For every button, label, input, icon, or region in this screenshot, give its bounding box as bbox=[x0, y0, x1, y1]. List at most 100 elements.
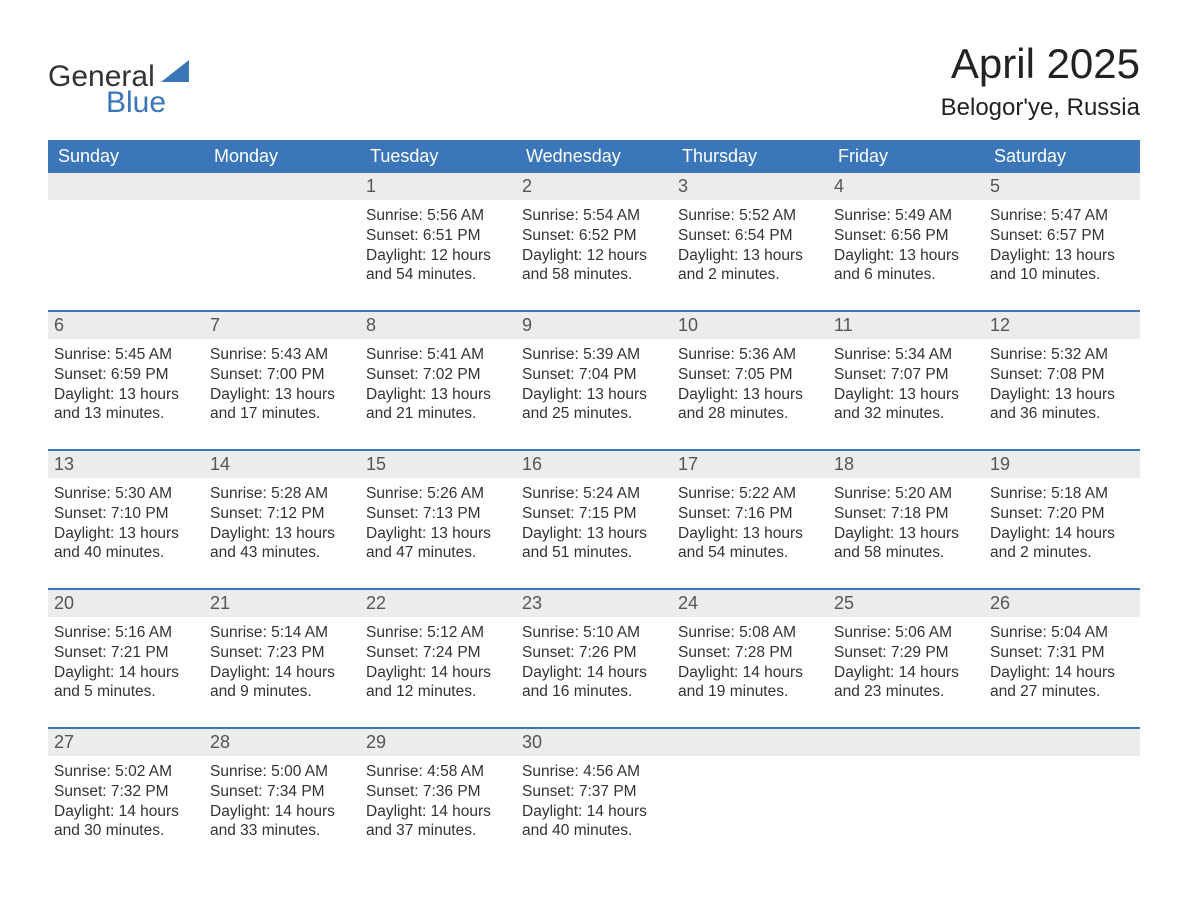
daylight-line-1: Daylight: 12 hours bbox=[366, 246, 506, 266]
daylight-line-1: Daylight: 13 hours bbox=[834, 524, 974, 544]
daylight-line-1: Daylight: 13 hours bbox=[990, 385, 1130, 405]
day-cell: Sunrise: 5:43 AMSunset: 7:00 PMDaylight:… bbox=[204, 339, 360, 435]
day-number: . bbox=[984, 729, 1140, 756]
day-number: 14 bbox=[204, 451, 360, 478]
sunrise-line: Sunrise: 5:49 AM bbox=[834, 206, 974, 226]
daylight-line-2: and 13 minutes. bbox=[54, 404, 194, 424]
sunset-line: Sunset: 7:15 PM bbox=[522, 504, 662, 524]
daylight-line-1: Daylight: 14 hours bbox=[678, 663, 818, 683]
day-number: 3 bbox=[672, 173, 828, 200]
daylight-line-2: and 28 minutes. bbox=[678, 404, 818, 424]
day-number: 18 bbox=[828, 451, 984, 478]
day-number: 23 bbox=[516, 590, 672, 617]
calendar: SundayMondayTuesdayWednesdayThursdayFrid… bbox=[48, 140, 1140, 852]
day-cell: Sunrise: 5:12 AMSunset: 7:24 PMDaylight:… bbox=[360, 617, 516, 713]
daylight-line-1: Daylight: 13 hours bbox=[366, 385, 506, 405]
day-number: 1 bbox=[360, 173, 516, 200]
daylight-line-1: Daylight: 14 hours bbox=[990, 663, 1130, 683]
sunset-line: Sunset: 7:34 PM bbox=[210, 782, 350, 802]
day-cell: Sunrise: 5:14 AMSunset: 7:23 PMDaylight:… bbox=[204, 617, 360, 713]
daynum-band: 20212223242526 bbox=[48, 590, 1140, 617]
day-number: 21 bbox=[204, 590, 360, 617]
daylight-line-1: Daylight: 13 hours bbox=[834, 246, 974, 266]
sunset-line: Sunset: 7:20 PM bbox=[990, 504, 1130, 524]
daylight-line-2: and 43 minutes. bbox=[210, 543, 350, 563]
day-number: 8 bbox=[360, 312, 516, 339]
day-number: . bbox=[828, 729, 984, 756]
day-number: 24 bbox=[672, 590, 828, 617]
sunset-line: Sunset: 7:24 PM bbox=[366, 643, 506, 663]
daylight-line-1: Daylight: 13 hours bbox=[366, 524, 506, 544]
daylight-line-1: Daylight: 13 hours bbox=[522, 385, 662, 405]
sunset-line: Sunset: 7:28 PM bbox=[678, 643, 818, 663]
daylight-line-2: and 2 minutes. bbox=[990, 543, 1130, 563]
day-cell: Sunrise: 4:56 AMSunset: 7:37 PMDaylight:… bbox=[516, 756, 672, 852]
sunrise-line: Sunrise: 5:04 AM bbox=[990, 623, 1130, 643]
sunrise-line: Sunrise: 5:08 AM bbox=[678, 623, 818, 643]
sunset-line: Sunset: 7:26 PM bbox=[522, 643, 662, 663]
daylight-line-2: and 32 minutes. bbox=[834, 404, 974, 424]
day-cell: Sunrise: 5:39 AMSunset: 7:04 PMDaylight:… bbox=[516, 339, 672, 435]
day-number: 22 bbox=[360, 590, 516, 617]
day-number: 15 bbox=[360, 451, 516, 478]
sunrise-line: Sunrise: 5:14 AM bbox=[210, 623, 350, 643]
daylight-line-1: Daylight: 14 hours bbox=[522, 802, 662, 822]
daylight-line-2: and 12 minutes. bbox=[366, 682, 506, 702]
daylight-line-1: Daylight: 13 hours bbox=[678, 246, 818, 266]
daylight-line-1: Daylight: 13 hours bbox=[678, 385, 818, 405]
sunset-line: Sunset: 7:13 PM bbox=[366, 504, 506, 524]
sunrise-line: Sunrise: 4:58 AM bbox=[366, 762, 506, 782]
day-cell: Sunrise: 5:02 AMSunset: 7:32 PMDaylight:… bbox=[48, 756, 204, 852]
day-number: 16 bbox=[516, 451, 672, 478]
sunrise-line: Sunrise: 5:12 AM bbox=[366, 623, 506, 643]
sunrise-line: Sunrise: 5:22 AM bbox=[678, 484, 818, 504]
dow-cell: Thursday bbox=[672, 140, 828, 173]
sunset-line: Sunset: 7:08 PM bbox=[990, 365, 1130, 385]
sunrise-line: Sunrise: 5:26 AM bbox=[366, 484, 506, 504]
day-cell: Sunrise: 5:32 AMSunset: 7:08 PMDaylight:… bbox=[984, 339, 1140, 435]
week-body: Sunrise: 5:16 AMSunset: 7:21 PMDaylight:… bbox=[48, 617, 1140, 713]
calendar-week: 6789101112Sunrise: 5:45 AMSunset: 6:59 P… bbox=[48, 310, 1140, 435]
daylight-line-1: Daylight: 13 hours bbox=[54, 524, 194, 544]
page-title: April 2025 bbox=[941, 40, 1140, 88]
sunrise-line: Sunrise: 5:36 AM bbox=[678, 345, 818, 365]
sunrise-line: Sunrise: 5:18 AM bbox=[990, 484, 1130, 504]
sunrise-line: Sunrise: 5:34 AM bbox=[834, 345, 974, 365]
week-body: Sunrise: 5:45 AMSunset: 6:59 PMDaylight:… bbox=[48, 339, 1140, 435]
day-cell: Sunrise: 5:30 AMSunset: 7:10 PMDaylight:… bbox=[48, 478, 204, 574]
day-cell bbox=[204, 200, 360, 296]
day-of-week-header: SundayMondayTuesdayWednesdayThursdayFrid… bbox=[48, 140, 1140, 173]
sunrise-line: Sunrise: 5:00 AM bbox=[210, 762, 350, 782]
daylight-line-2: and 54 minutes. bbox=[678, 543, 818, 563]
day-number: 25 bbox=[828, 590, 984, 617]
day-number: 11 bbox=[828, 312, 984, 339]
daylight-line-1: Daylight: 14 hours bbox=[990, 524, 1130, 544]
week-body: Sunrise: 5:30 AMSunset: 7:10 PMDaylight:… bbox=[48, 478, 1140, 574]
daylight-line-1: Daylight: 14 hours bbox=[366, 802, 506, 822]
sunrise-line: Sunrise: 5:52 AM bbox=[678, 206, 818, 226]
day-number: 2 bbox=[516, 173, 672, 200]
day-cell: Sunrise: 5:36 AMSunset: 7:05 PMDaylight:… bbox=[672, 339, 828, 435]
day-cell: Sunrise: 5:18 AMSunset: 7:20 PMDaylight:… bbox=[984, 478, 1140, 574]
sunrise-line: Sunrise: 5:02 AM bbox=[54, 762, 194, 782]
week-body: Sunrise: 5:56 AMSunset: 6:51 PMDaylight:… bbox=[48, 200, 1140, 296]
daylight-line-1: Daylight: 13 hours bbox=[834, 385, 974, 405]
day-cell: Sunrise: 5:10 AMSunset: 7:26 PMDaylight:… bbox=[516, 617, 672, 713]
sunset-line: Sunset: 6:51 PM bbox=[366, 226, 506, 246]
sunrise-line: Sunrise: 5:54 AM bbox=[522, 206, 662, 226]
daylight-line-2: and 19 minutes. bbox=[678, 682, 818, 702]
day-number: 4 bbox=[828, 173, 984, 200]
sunset-line: Sunset: 7:16 PM bbox=[678, 504, 818, 524]
day-cell: Sunrise: 5:00 AMSunset: 7:34 PMDaylight:… bbox=[204, 756, 360, 852]
daylight-line-2: and 5 minutes. bbox=[54, 682, 194, 702]
sunset-line: Sunset: 6:52 PM bbox=[522, 226, 662, 246]
calendar-week: 20212223242526Sunrise: 5:16 AMSunset: 7:… bbox=[48, 588, 1140, 713]
daylight-line-2: and 9 minutes. bbox=[210, 682, 350, 702]
calendar-week: ..12345Sunrise: 5:56 AMSunset: 6:51 PMDa… bbox=[48, 173, 1140, 296]
sunrise-line: Sunrise: 5:41 AM bbox=[366, 345, 506, 365]
daylight-line-1: Daylight: 14 hours bbox=[54, 663, 194, 683]
sunrise-line: Sunrise: 4:56 AM bbox=[522, 762, 662, 782]
day-cell bbox=[48, 200, 204, 296]
day-number: 29 bbox=[360, 729, 516, 756]
day-number: 6 bbox=[48, 312, 204, 339]
